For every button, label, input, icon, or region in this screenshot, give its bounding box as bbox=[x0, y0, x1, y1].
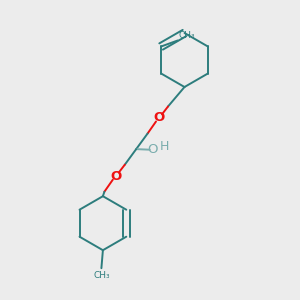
Text: O: O bbox=[110, 169, 122, 183]
Text: CH₃: CH₃ bbox=[178, 31, 195, 40]
Text: O: O bbox=[153, 111, 165, 124]
Text: H: H bbox=[160, 140, 169, 153]
Text: CH₃: CH₃ bbox=[93, 271, 110, 280]
Text: O: O bbox=[148, 143, 158, 156]
